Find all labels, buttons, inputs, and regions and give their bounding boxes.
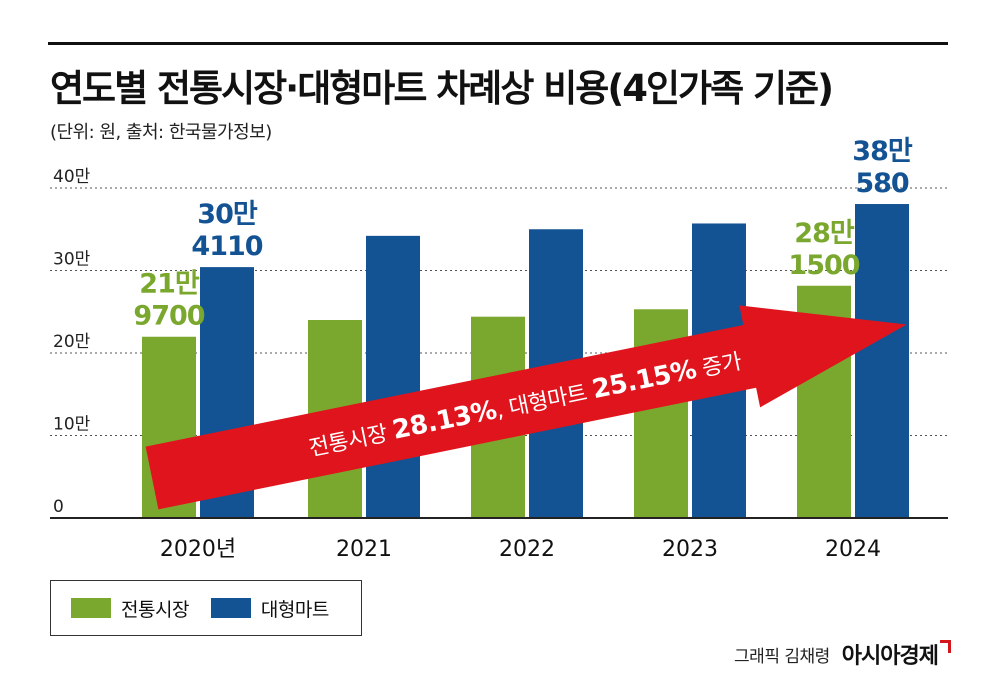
top-rule [48,42,948,45]
data-label: 580 [855,168,909,199]
growth-arrow-shape [145,305,907,510]
chart-subtitle: (단위: 원, 출처: 한국물가정보) [50,122,272,143]
bar-large-mart [366,235,420,518]
publisher-logo-text: 아시아경제 [841,644,939,669]
y-tick-label: 20만 [53,332,91,352]
data-label: 9700 [133,301,204,332]
bar-large-mart [855,204,909,519]
y-tick-label: 30만 [53,250,91,270]
x-tick-label: 2020년 [160,537,236,562]
publisher-logo: 아시아경제 [842,638,951,670]
legend-label: 전통시장 [121,598,189,621]
chart-title: 연도별 전통시장·대형마트 차례상 비용(4인가족 기준) [50,67,834,110]
x-tick-label: 2024 [825,537,881,562]
graphic-credit: 그래픽 김채령 [734,646,830,667]
legend-item-large-mart: 대형마트 [210,595,329,622]
credit: 그래픽 김채령 아시아경제 [734,638,951,670]
data-label: 28만 [794,218,855,249]
x-tick-label: 2022 [499,537,555,562]
y-tick-label: 0 [53,497,64,517]
legend-item-traditional-market: 전통시장 [71,595,189,622]
legend-swatch-large-mart [210,598,251,618]
x-tick-label: 2023 [662,537,718,562]
data-label: 30만 [197,199,258,230]
data-label: 4110 [191,231,262,262]
legend-swatch-traditional-market [71,598,111,618]
x-tick-label: 2021 [336,537,392,562]
growth-arrow: 전통시장 28.13%, 대형마트 25.15% 증가 [145,305,907,510]
y-tick-label: 10만 [53,415,91,435]
logo-mark-icon [940,640,951,653]
data-label: 38만 [852,136,913,167]
legend: 전통시장 대형마트 [50,580,362,636]
data-label: 1500 [788,250,859,281]
legend-label: 대형마트 [260,598,329,621]
y-tick-label: 40만 [53,167,91,187]
data-label: 21만 [139,269,200,300]
